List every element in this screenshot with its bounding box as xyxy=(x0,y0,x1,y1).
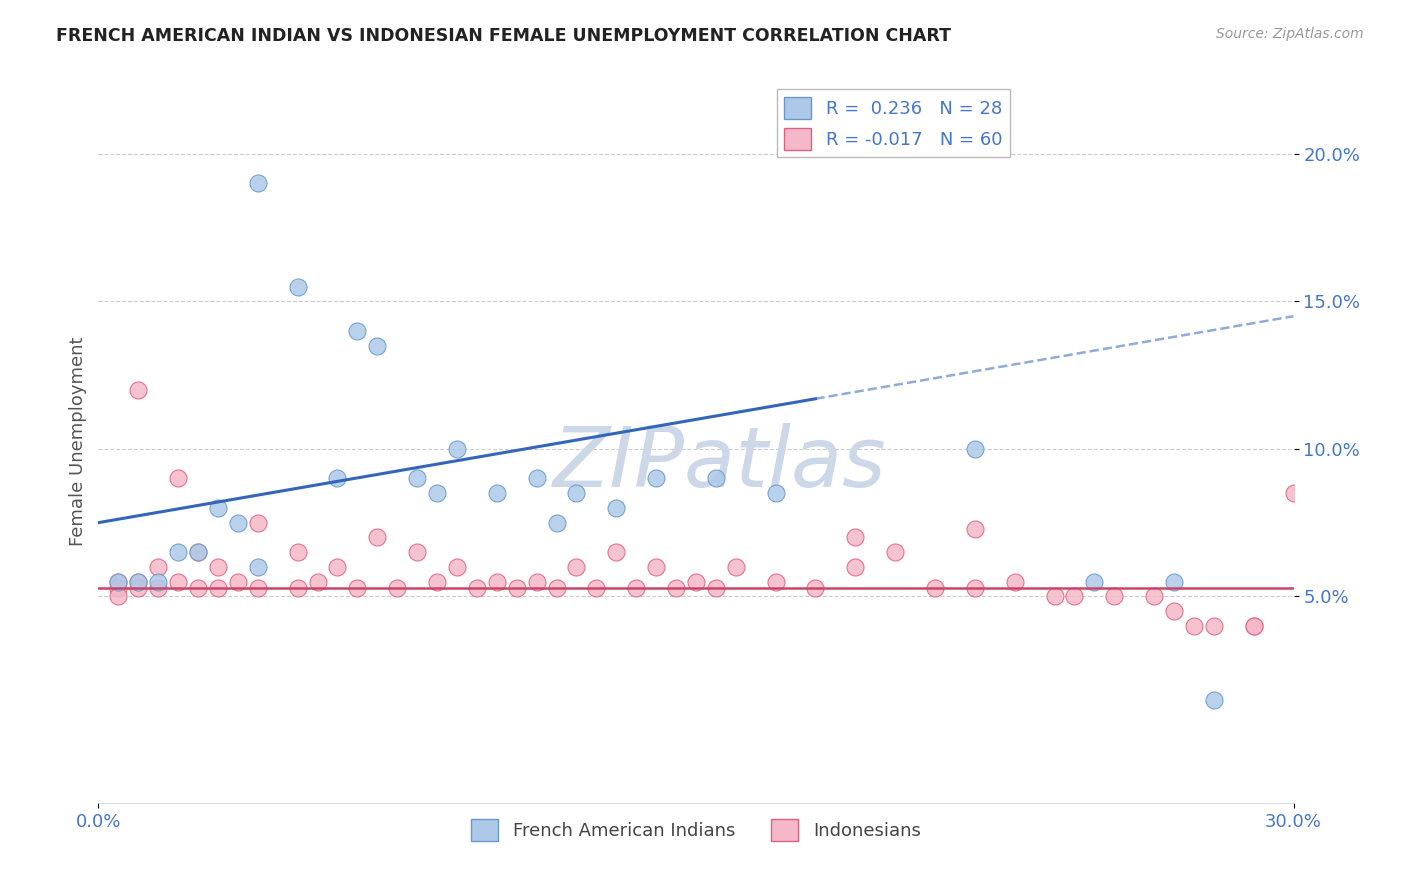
Point xyxy=(1163,574,1185,589)
Point xyxy=(167,574,190,589)
Point xyxy=(366,530,388,544)
Point xyxy=(307,574,329,589)
Point xyxy=(565,560,588,574)
Point xyxy=(107,574,129,589)
Point xyxy=(366,339,388,353)
Point xyxy=(127,581,149,595)
Point xyxy=(1243,619,1265,633)
Point xyxy=(148,560,170,574)
Point xyxy=(127,383,149,397)
Point xyxy=(326,471,349,485)
Point xyxy=(605,500,627,515)
Point xyxy=(1202,692,1225,706)
Point xyxy=(645,560,668,574)
Point xyxy=(426,574,449,589)
Point xyxy=(246,516,269,530)
Point xyxy=(765,486,787,500)
Point xyxy=(963,442,986,456)
Point xyxy=(426,486,449,500)
Point xyxy=(526,471,548,485)
Point xyxy=(167,545,190,559)
Point xyxy=(485,486,508,500)
Point xyxy=(246,560,269,574)
Point xyxy=(287,581,309,595)
Point xyxy=(626,581,648,595)
Point xyxy=(704,581,727,595)
Point xyxy=(485,574,508,589)
Point xyxy=(565,486,588,500)
Point xyxy=(585,581,607,595)
Point xyxy=(187,545,209,559)
Point xyxy=(127,574,149,589)
Point xyxy=(1083,574,1105,589)
Point xyxy=(287,545,309,559)
Point xyxy=(1043,590,1066,604)
Point xyxy=(1202,619,1225,633)
Point xyxy=(645,471,668,485)
Point xyxy=(226,574,249,589)
Point xyxy=(1163,604,1185,618)
Point xyxy=(406,545,429,559)
Point xyxy=(1243,619,1265,633)
Point xyxy=(385,581,409,595)
Point xyxy=(246,177,269,191)
Point xyxy=(127,574,149,589)
Point xyxy=(506,581,529,595)
Text: Source: ZipAtlas.com: Source: ZipAtlas.com xyxy=(1216,27,1364,41)
Legend: French American Indians, Indonesians: French American Indians, Indonesians xyxy=(464,812,928,848)
Point xyxy=(526,574,548,589)
Point xyxy=(1182,619,1205,633)
Point xyxy=(207,500,229,515)
Point xyxy=(107,590,129,604)
Point xyxy=(187,545,209,559)
Point xyxy=(207,581,229,595)
Point xyxy=(605,545,627,559)
Point xyxy=(446,560,468,574)
Point xyxy=(685,574,707,589)
Point xyxy=(1104,590,1126,604)
Point xyxy=(963,522,986,536)
Y-axis label: Female Unemployment: Female Unemployment xyxy=(69,337,87,546)
Point xyxy=(1063,590,1085,604)
Point xyxy=(546,516,568,530)
Point xyxy=(406,471,429,485)
Point xyxy=(246,581,269,595)
Point xyxy=(1282,486,1305,500)
Point xyxy=(546,581,568,595)
Point xyxy=(844,530,866,544)
Point xyxy=(963,581,986,595)
Point xyxy=(326,560,349,574)
Point xyxy=(346,324,368,338)
Text: FRENCH AMERICAN INDIAN VS INDONESIAN FEMALE UNEMPLOYMENT CORRELATION CHART: FRENCH AMERICAN INDIAN VS INDONESIAN FEM… xyxy=(56,27,952,45)
Point xyxy=(765,574,787,589)
Point xyxy=(1004,574,1026,589)
Point xyxy=(187,581,209,595)
Point xyxy=(884,545,907,559)
Point xyxy=(107,574,129,589)
Point xyxy=(167,471,190,485)
Point xyxy=(226,516,249,530)
Point xyxy=(665,581,688,595)
Point xyxy=(148,581,170,595)
Point xyxy=(207,560,229,574)
Point xyxy=(107,581,129,595)
Point xyxy=(924,581,946,595)
Point xyxy=(724,560,747,574)
Point xyxy=(1143,590,1166,604)
Point xyxy=(804,581,827,595)
Text: ZIPatlas: ZIPatlas xyxy=(553,423,887,504)
Point xyxy=(287,279,309,293)
Point xyxy=(844,560,866,574)
Point xyxy=(148,574,170,589)
Point xyxy=(446,442,468,456)
Point xyxy=(346,581,368,595)
Point xyxy=(465,581,488,595)
Point xyxy=(704,471,727,485)
